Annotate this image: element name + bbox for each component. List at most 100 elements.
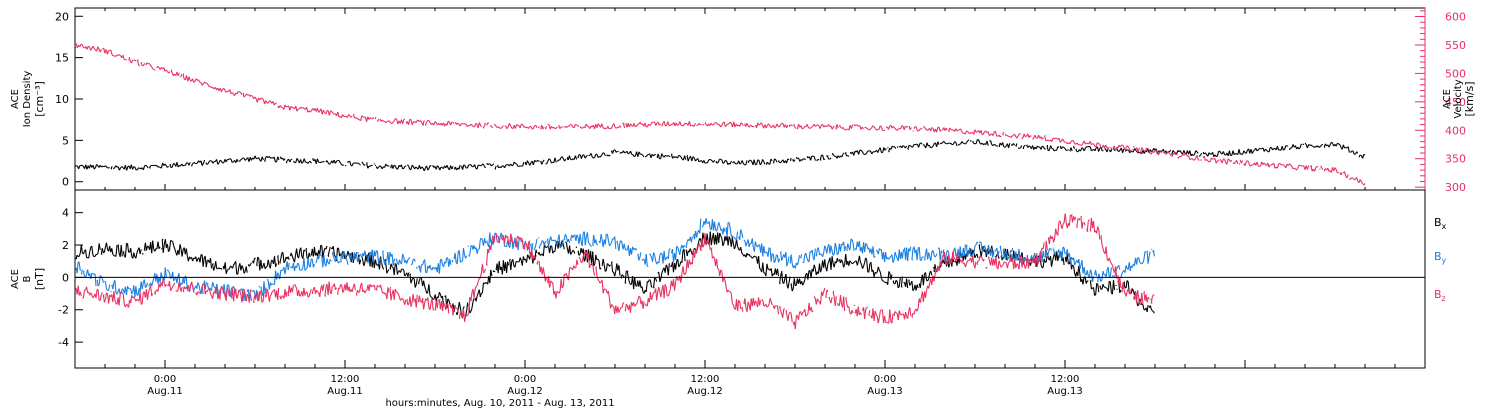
density-point bbox=[171, 163, 174, 168]
bx-point bbox=[896, 281, 899, 288]
bz-point bbox=[818, 300, 820, 303]
bx-point bbox=[1097, 283, 1100, 293]
bx-point bbox=[296, 248, 299, 257]
bz-point bbox=[664, 284, 667, 288]
density-point bbox=[113, 167, 115, 170]
by-point bbox=[974, 244, 977, 247]
velocity-point bbox=[1344, 171, 1347, 177]
by-point bbox=[552, 239, 555, 242]
by-point bbox=[276, 272, 279, 280]
by-point bbox=[335, 255, 339, 262]
velocity-point bbox=[923, 126, 925, 128]
bz-point bbox=[241, 289, 244, 303]
by-point bbox=[610, 241, 613, 245]
density-point bbox=[190, 163, 194, 167]
bz-point bbox=[796, 314, 798, 317]
by-point bbox=[561, 239, 564, 246]
bx-point bbox=[762, 262, 765, 274]
bz-point bbox=[470, 292, 473, 302]
by-point bbox=[586, 232, 590, 243]
velocity-point bbox=[528, 126, 531, 129]
bx-point bbox=[737, 246, 740, 250]
bx-point bbox=[185, 248, 188, 257]
velocity-point bbox=[602, 127, 605, 130]
density-point bbox=[219, 159, 222, 162]
bz-point bbox=[804, 309, 807, 317]
bx-point bbox=[826, 263, 829, 272]
by-point bbox=[121, 288, 124, 291]
density-point bbox=[832, 154, 836, 157]
bz-point bbox=[270, 291, 273, 295]
bx-point bbox=[813, 264, 816, 269]
by-point bbox=[774, 254, 777, 261]
velocity-point bbox=[669, 123, 672, 126]
bz-point bbox=[304, 292, 307, 296]
by-point bbox=[401, 254, 404, 264]
bz-point bbox=[373, 284, 376, 291]
bz-point bbox=[243, 289, 246, 294]
velocity-point bbox=[402, 119, 405, 124]
density-point bbox=[158, 166, 161, 168]
by-point bbox=[1147, 255, 1150, 264]
bx-point bbox=[694, 247, 697, 250]
bz-point bbox=[306, 291, 309, 298]
bx-point bbox=[264, 266, 267, 270]
density-point bbox=[476, 164, 479, 170]
velocity-point bbox=[1337, 171, 1339, 174]
by-point bbox=[1063, 247, 1066, 255]
bx-point bbox=[583, 259, 586, 262]
density-point bbox=[293, 161, 295, 163]
velocity-point bbox=[582, 126, 585, 129]
bx-point bbox=[624, 270, 627, 284]
by-point bbox=[112, 282, 115, 290]
bx-point bbox=[924, 272, 928, 281]
velocity-point bbox=[1011, 134, 1014, 137]
bx-point bbox=[133, 252, 136, 258]
by-point bbox=[718, 222, 721, 226]
bz-point bbox=[223, 291, 226, 297]
density-point bbox=[901, 145, 904, 149]
density-point bbox=[1139, 151, 1141, 154]
by-point bbox=[849, 238, 852, 251]
velocity-series bbox=[75, 43, 1366, 186]
bz-point bbox=[560, 279, 563, 288]
density-point bbox=[647, 153, 649, 156]
density-point bbox=[268, 156, 272, 159]
velocity-point bbox=[566, 126, 569, 128]
bz-point bbox=[634, 304, 637, 307]
bz-point bbox=[573, 265, 576, 269]
density-point bbox=[961, 141, 964, 144]
by-point bbox=[494, 232, 497, 235]
bx-point bbox=[912, 288, 915, 292]
velocity-point bbox=[411, 121, 414, 126]
velocity-point bbox=[613, 123, 616, 128]
bz-point bbox=[464, 316, 467, 322]
by-point bbox=[947, 249, 950, 253]
velocity-point bbox=[635, 125, 637, 128]
velocity-point bbox=[302, 107, 305, 109]
by-point bbox=[851, 239, 854, 244]
bx-point bbox=[719, 232, 722, 237]
density-point bbox=[516, 163, 519, 167]
bx-point bbox=[1096, 282, 1098, 285]
density-point bbox=[557, 159, 559, 162]
by-point bbox=[540, 240, 543, 245]
bx-point bbox=[303, 249, 306, 252]
density-point bbox=[853, 150, 856, 156]
density-point bbox=[1110, 148, 1113, 153]
by-point bbox=[757, 244, 760, 248]
velocity-point bbox=[1119, 144, 1122, 148]
velocity-point bbox=[348, 114, 351, 117]
velocity-point bbox=[802, 126, 806, 129]
velocity-point bbox=[1259, 165, 1261, 168]
by-point bbox=[645, 253, 648, 267]
by-point bbox=[576, 234, 579, 238]
by-point bbox=[176, 277, 179, 284]
velocity-point bbox=[290, 105, 293, 108]
velocity-point bbox=[765, 125, 768, 129]
bz-point bbox=[140, 303, 143, 305]
velocity-point bbox=[778, 124, 782, 128]
density-point bbox=[1309, 144, 1312, 146]
bz-series bbox=[75, 213, 1155, 329]
velocity-point bbox=[500, 126, 503, 129]
